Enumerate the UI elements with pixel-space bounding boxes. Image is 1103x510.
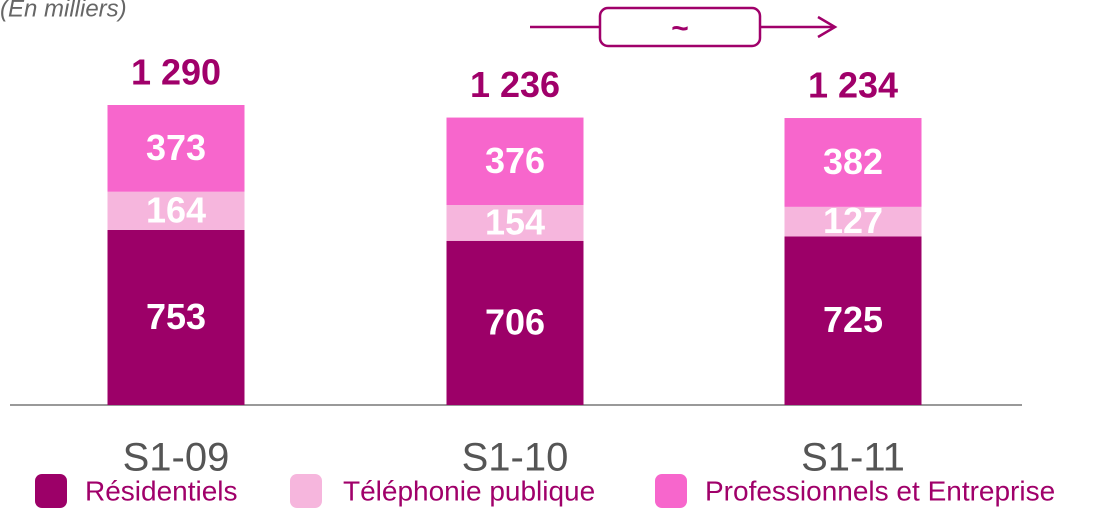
segment-label: 373 (146, 127, 206, 168)
legend-label: Téléphonie publique (343, 475, 595, 506)
legend-swatch (655, 474, 687, 508)
x-tick-label: S1-10 (462, 436, 569, 480)
bar-segment (107, 229, 245, 405)
x-tick-label: S1-09 (123, 436, 230, 480)
total-label: 1 290 (131, 52, 221, 93)
segment-label: 725 (823, 299, 883, 340)
segment-label: 753 (146, 296, 206, 337)
legend-swatch (35, 474, 67, 508)
segment-label: 164 (146, 189, 206, 230)
legend-label: Professionnels et Entreprise (705, 475, 1055, 506)
subtitle: (En milliers) (0, 0, 127, 22)
annotation-text: ~ (671, 12, 689, 45)
bar-segment (784, 206, 922, 237)
bar-segment (446, 205, 584, 241)
total-label: 1 234 (808, 65, 898, 106)
bar-segment (446, 240, 584, 405)
x-tick-label: S1-11 (801, 436, 905, 480)
bar-segment (446, 117, 584, 205)
segment-label: 706 (485, 301, 545, 342)
bar-segment (784, 118, 922, 207)
bar-segment (107, 105, 245, 192)
bar-segment (784, 236, 922, 405)
segment-label: 382 (823, 141, 883, 182)
legend-swatch (290, 474, 322, 508)
total-label: 1 236 (470, 64, 560, 105)
segment-label: 376 (485, 140, 545, 181)
legend-label: Résidentiels (85, 475, 238, 506)
segment-label: 127 (823, 200, 883, 241)
arrow-head (817, 15, 838, 39)
bar-segment (107, 191, 245, 230)
annotation-arrow (530, 6, 838, 48)
segment-label: 154 (485, 201, 545, 242)
